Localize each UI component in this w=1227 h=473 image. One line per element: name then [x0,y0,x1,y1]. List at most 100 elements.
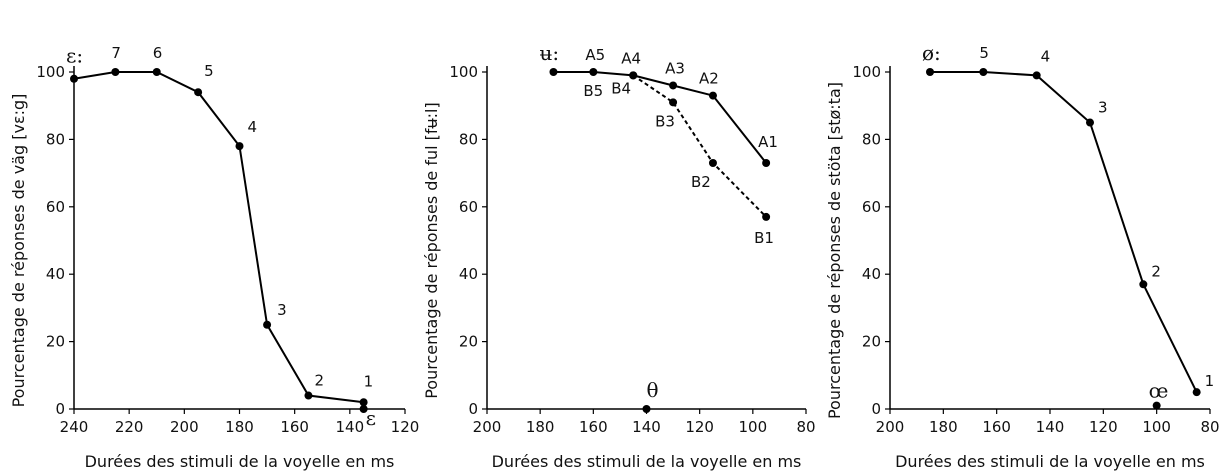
y-tick-label: 60 [46,198,65,216]
data-point [1152,401,1161,410]
data-point [194,88,203,97]
data-point [762,212,771,221]
data-point [589,68,598,76]
y-tick-label: 0 [55,400,65,418]
data-point [1086,118,1094,127]
point-label: 4 [1041,47,1051,65]
point-label: B3 [655,112,675,130]
x-tick-label: 160 [280,418,309,436]
y-tick-label: 20 [46,333,65,351]
data-point [263,320,272,329]
y-tick-label: 100 [449,63,478,81]
x-tick-label: 140 [1036,418,1065,436]
point-label: ɛ: [66,44,83,68]
point-label: θ [647,378,659,402]
data-point [708,158,717,167]
data-point [669,81,678,90]
data-point [549,68,558,76]
y-tick-label: 40 [862,265,881,283]
x-tick-label: 160 [579,418,608,436]
point-label: B5 [583,82,603,100]
x-tick-label: 120 [1089,418,1118,436]
data-point [1032,71,1041,80]
y-tick-label: 0 [468,400,478,418]
point-label: A1 [758,133,778,151]
point-label: 7 [111,44,121,62]
series-line [930,71,1198,393]
x-tick-label: 220 [115,418,144,436]
point-label: B1 [754,229,774,247]
x-axis-title: Durées des stimuli de la voyelle en ms [492,452,802,471]
data-point [304,391,313,400]
point-label: B2 [691,173,711,191]
data-point [629,71,638,80]
x-tick-label: 160 [982,418,1011,436]
point-label: 6 [153,44,163,62]
point-label: 5 [979,44,989,62]
x-tick-label: 120 [391,418,420,436]
point-label: A5 [585,46,605,64]
y-axis-title: Pourcentage de réponses de stöta [stø:ta… [825,82,844,419]
data-point [70,74,78,83]
y-tick-label: 20 [862,333,881,351]
y-tick-label: 60 [862,198,881,216]
x-tick-label: 180 [929,418,958,436]
data-point [708,91,717,100]
x-axis-title: Durées des stimuli de la voyelle en ms [895,452,1205,471]
x-tick-label: 200 [473,418,502,436]
x-tick-label: 100 [1142,418,1171,436]
x-tick-label: 80 [796,418,815,436]
data-point [1192,388,1201,397]
data-point [235,142,244,151]
x-tick-label: 80 [1200,418,1219,436]
x-tick-label: 200 [170,418,199,436]
data-point [926,68,934,76]
y-tick-label: 0 [871,400,881,418]
x-tick-label: 180 [225,418,254,436]
data-point [359,405,368,413]
series-line [73,71,364,404]
data-point [1139,280,1148,289]
x-tick-label: 180 [526,418,555,436]
y-tick-label: 100 [36,63,65,81]
y-tick-label: 20 [459,333,478,351]
data-point [152,68,161,76]
x-tick-label: 100 [739,418,768,436]
series-line-dashed [632,74,767,218]
y-tick-label: 80 [46,130,65,148]
y-tick-label: 40 [46,265,65,283]
point-label: A3 [665,59,685,77]
series-line [553,71,767,164]
x-tick-label: 120 [685,418,714,436]
point-label: ø: [922,41,941,65]
point-label: A4 [621,49,641,67]
x-tick-label: 200 [876,418,905,436]
point-label: 5 [204,62,214,80]
point-label: B4 [611,79,631,97]
point-label: 1 [1205,372,1215,390]
data-point [111,68,120,76]
y-tick-label: 80 [862,130,881,148]
x-axis-title: Durées des stimuli de la voyelle en ms [85,452,395,471]
y-tick-label: 80 [459,130,478,148]
point-label: 3 [1098,99,1108,117]
point-label: 1 [364,372,374,390]
x-tick-label: 140 [336,418,365,436]
point-label: œ [1149,379,1169,403]
x-tick-label: 240 [60,418,89,436]
data-point [762,158,771,167]
y-tick-label: 100 [852,63,881,81]
point-label: 3 [277,301,287,319]
data-point [359,398,368,407]
point-label: A2 [699,70,719,88]
data-point [642,405,651,413]
data-point [669,98,678,107]
point-label: 2 [314,372,324,390]
y-axis-title: Pourcentage de réponses de väg [vɛ:g] [9,94,28,408]
point-label: ʉ: [539,41,559,65]
point-label: ɛ [366,406,376,430]
y-axis-title: Pourcentage de réponses de ful [fʉ:l] [422,102,441,399]
y-tick-label: 40 [459,265,478,283]
